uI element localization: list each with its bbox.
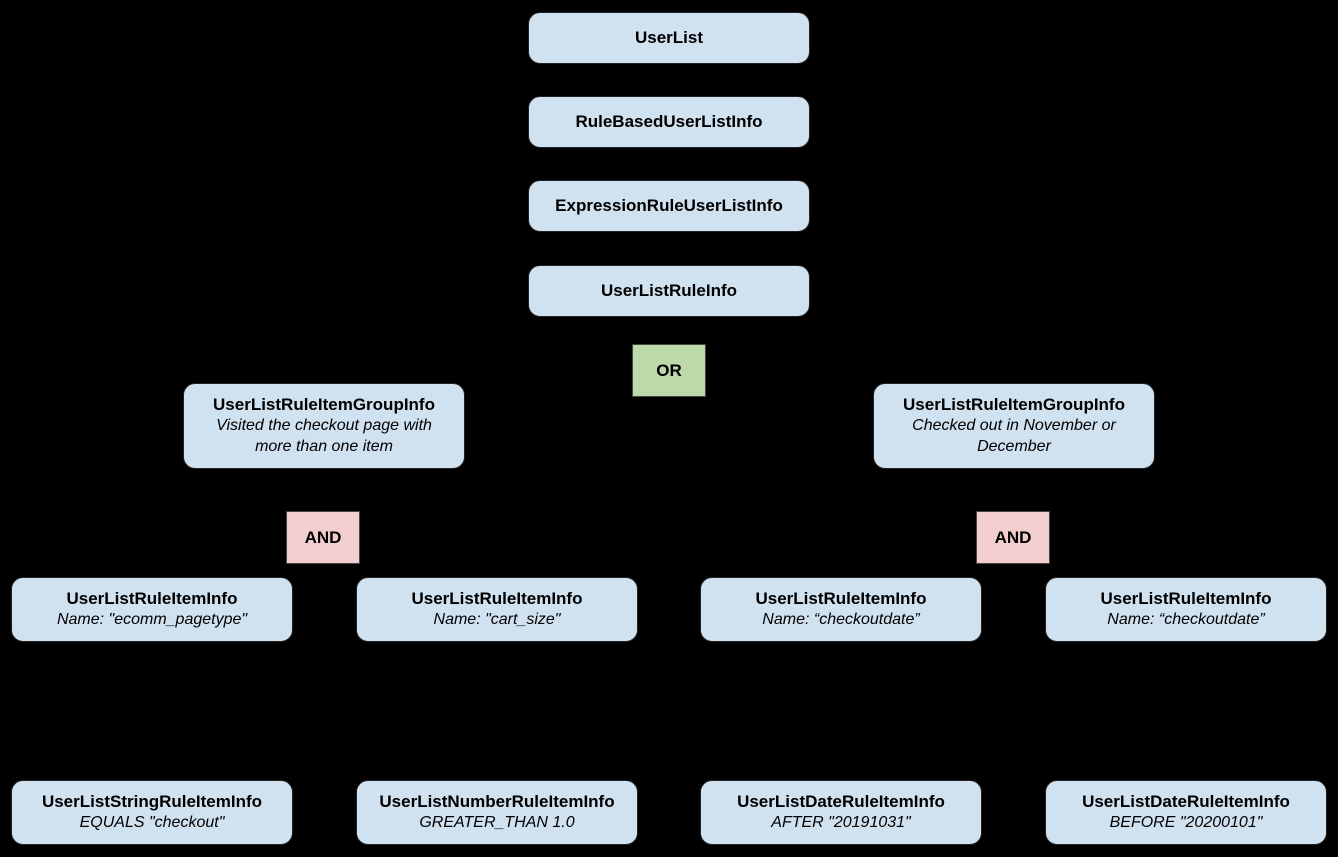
node-group-left: UserListRuleItemGroupInfo Visited the ch… — [183, 383, 465, 469]
node-title: UserListRuleItemInfo — [1101, 588, 1272, 610]
node-subtitle: Visited the checkout page with more than… — [200, 416, 448, 458]
node-title: UserListRuleItemInfo — [67, 588, 238, 610]
node-title: UserListDateRuleItemInfo — [1082, 791, 1290, 813]
node-title: UserListDateRuleItemInfo — [737, 791, 945, 813]
node-title: UserListRuleItemGroupInfo — [213, 394, 435, 416]
node-group-right: UserListRuleItemGroupInfo Checked out in… — [873, 383, 1155, 469]
node-title: UserListRuleItemGroupInfo — [903, 394, 1125, 416]
node-title: UserListStringRuleItemInfo — [42, 791, 262, 813]
node-numberrule-greater: UserListNumberRuleItemInfo GREATER_THAN … — [356, 780, 638, 845]
node-stringrule-checkout: UserListStringRuleItemInfo EQUALS "check… — [11, 780, 293, 845]
node-ruleitem-checkoutdate-2: UserListRuleItemInfo Name: “checkoutdate… — [1045, 577, 1327, 642]
node-subtitle: GREATER_THAN 1.0 — [419, 813, 574, 834]
node-subtitle: Name: “checkoutdate” — [762, 610, 919, 631]
operator-or: OR — [632, 344, 706, 397]
node-daterule-after: UserListDateRuleItemInfo AFTER "20191031… — [700, 780, 982, 845]
node-title: UserListRuleInfo — [601, 280, 737, 302]
operator-label: AND — [305, 528, 342, 548]
operator-label: AND — [995, 528, 1032, 548]
node-title: UserListRuleItemInfo — [756, 588, 927, 610]
node-subtitle: BEFORE "20200101" — [1110, 813, 1263, 834]
node-userlistruleinfo: UserListRuleInfo — [528, 265, 810, 317]
node-ruleitem-checkoutdate-1: UserListRuleItemInfo Name: “checkoutdate… — [700, 577, 982, 642]
node-rulebaseduserlistinfo: RuleBasedUserListInfo — [528, 96, 810, 148]
node-ruleitem-ecomm-pagetype: UserListRuleItemInfo Name: "ecomm_pagety… — [11, 577, 293, 642]
node-title: UserList — [635, 27, 703, 49]
node-subtitle: Name: “checkoutdate” — [1107, 610, 1264, 631]
node-expressionruleuserlistinfo: ExpressionRuleUserListInfo — [528, 180, 810, 232]
node-title: ExpressionRuleUserListInfo — [555, 195, 783, 217]
node-daterule-before: UserListDateRuleItemInfo BEFORE "2020010… — [1045, 780, 1327, 845]
operator-label: OR — [656, 361, 682, 381]
node-title: UserListRuleItemInfo — [412, 588, 583, 610]
node-subtitle: AFTER "20191031" — [771, 813, 910, 834]
node-userlist: UserList — [528, 12, 810, 64]
operator-and-left: AND — [286, 511, 360, 564]
node-title: UserListNumberRuleItemInfo — [379, 791, 614, 813]
node-subtitle: Checked out in November or December — [890, 416, 1138, 458]
operator-and-right: AND — [976, 511, 1050, 564]
node-title: RuleBasedUserListInfo — [575, 111, 762, 133]
node-subtitle: EQUALS "checkout" — [80, 813, 225, 834]
node-subtitle: Name: "cart_size" — [434, 610, 561, 631]
node-subtitle: Name: "ecomm_pagetype" — [57, 610, 247, 631]
node-ruleitem-cart-size: UserListRuleItemInfo Name: "cart_size" — [356, 577, 638, 642]
